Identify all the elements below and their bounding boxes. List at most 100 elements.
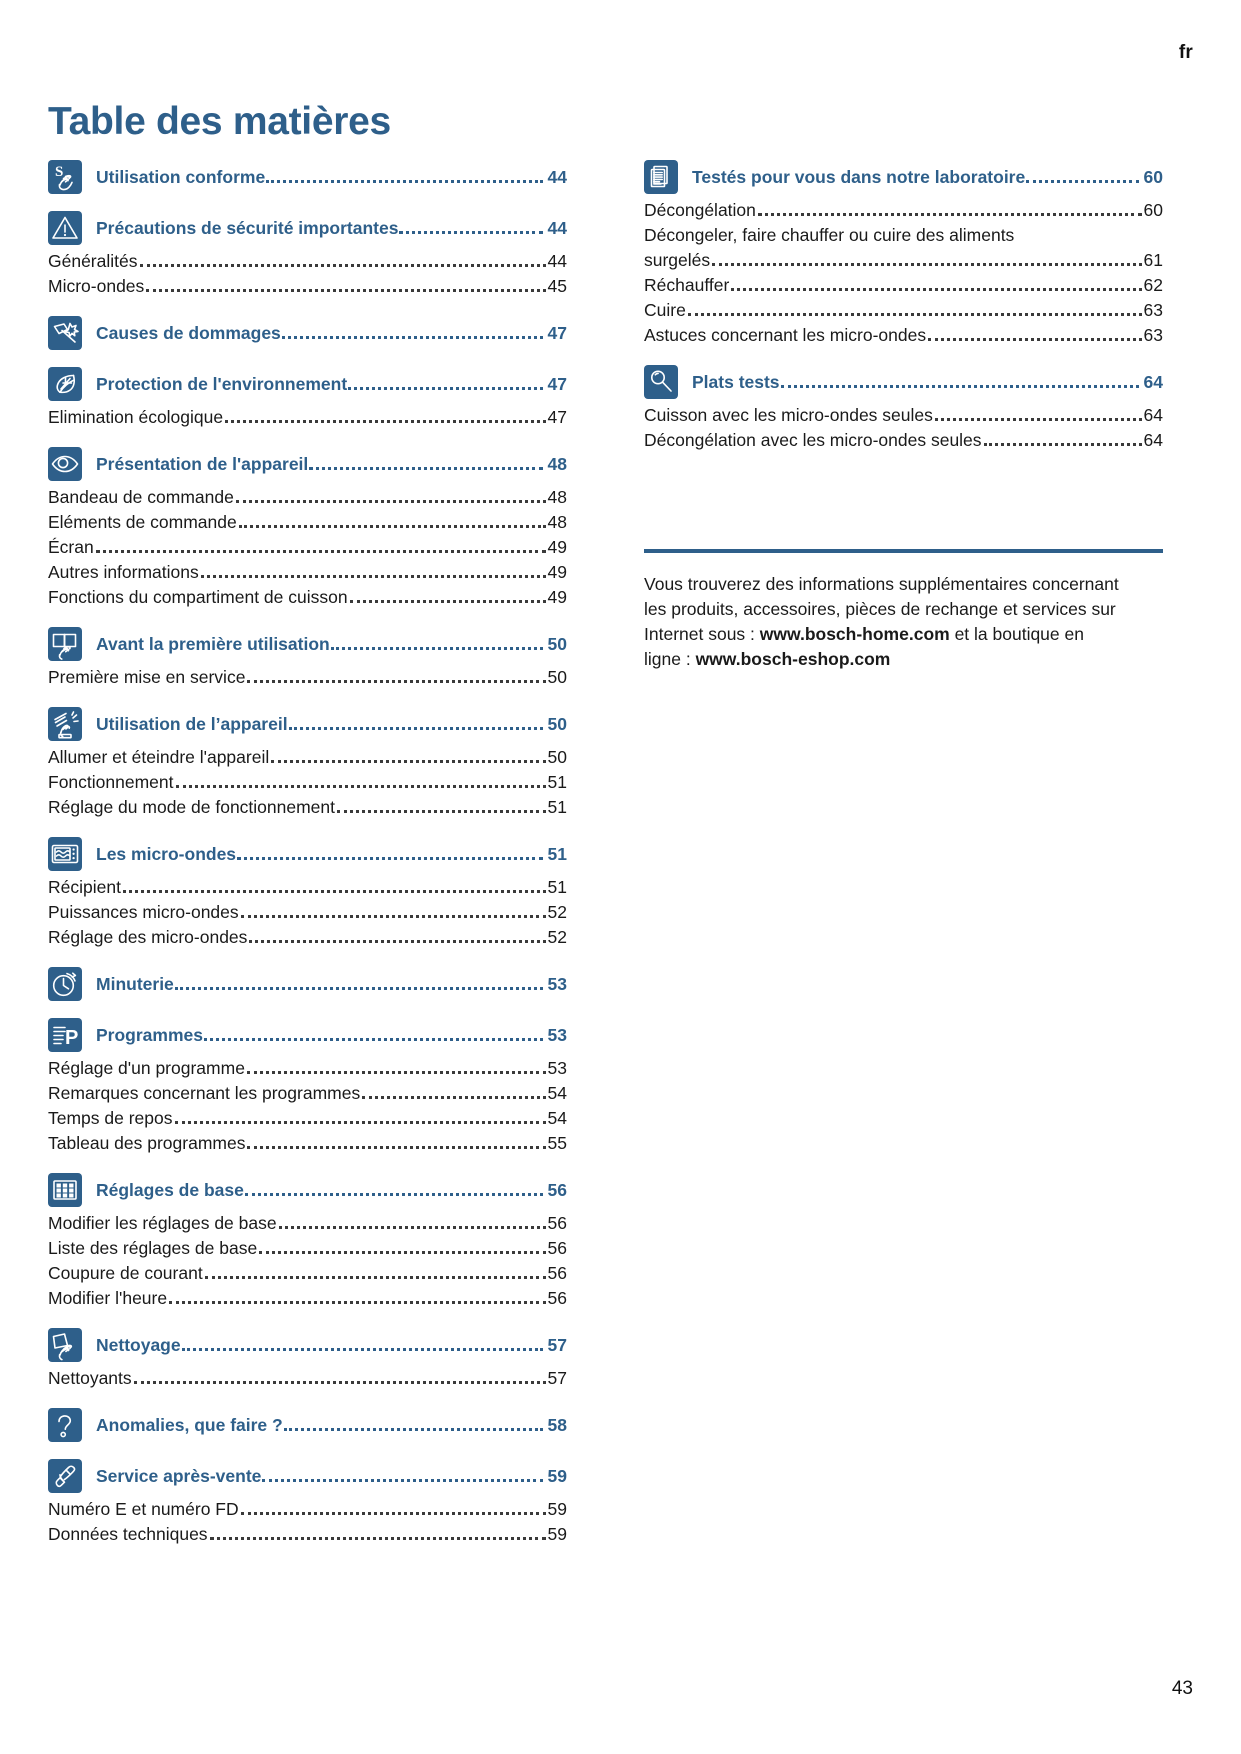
dot-leader xyxy=(238,525,546,528)
toc-chapter[interactable]: Utilisation de l’appareil 50 xyxy=(48,707,567,741)
toc-entry[interactable]: Puissances micro-ondes 52 xyxy=(48,900,567,925)
toc-entry[interactable]: Micro-ondes 45 xyxy=(48,274,567,299)
programs-p-icon: P xyxy=(48,1018,82,1052)
dot-leader xyxy=(348,386,543,390)
toc-entry[interactable]: Liste des réglages de base 56 xyxy=(48,1236,567,1261)
toc-entry-label: Modifier l'heure xyxy=(48,1288,168,1308)
toc-entry[interactable]: Astuces concernant les micro-ondes 63 xyxy=(644,323,1163,348)
toc-entry-page: 63 xyxy=(1143,325,1163,345)
toc-chapter[interactable]: P Programmes 53 xyxy=(48,1018,567,1052)
toc-entry-label: Nettoyants xyxy=(48,1368,132,1388)
toc-entry[interactable]: Fonctions du compartiment de cuisson 49 xyxy=(48,585,567,610)
toc-entry[interactable]: Nettoyants 57 xyxy=(48,1366,567,1391)
toc-entry[interactable]: Numéro E et numéro FD 59 xyxy=(48,1497,567,1522)
toc-entry[interactable]: Écran 49 xyxy=(48,535,567,560)
toc-chapter[interactable]: Réglages de base 56 xyxy=(48,1173,567,1207)
toc-chapter-text: Nettoyage 57 xyxy=(96,1335,567,1356)
toc-chapter[interactable]: Avant la première utilisation 50 xyxy=(48,627,567,661)
dot-leader xyxy=(281,335,543,339)
toc-entry[interactable]: Bandeau de commande 48 xyxy=(48,485,567,510)
toc-entry-label: Liste des réglages de base xyxy=(48,1238,258,1258)
toc-chapter-page: 44 xyxy=(547,217,567,238)
toc-chapter[interactable]: Testés pour vous dans notre laboratoire 6… xyxy=(644,160,1163,194)
toc-chapter[interactable]: Causes de dommages 47 xyxy=(48,316,567,350)
toc-entry[interactable]: Réglage du mode de fonctionnement 51 xyxy=(48,795,567,820)
toc-entry-page: 64 xyxy=(1143,430,1163,450)
bosch-eshop-url[interactable]: www.bosch-eshop.com xyxy=(695,649,891,669)
toc-entry[interactable]: Récipient 51 xyxy=(48,875,567,900)
toc-entry[interactable]: Tableau des programmes 55 xyxy=(48,1131,567,1156)
toc-entry[interactable]: Temps de repos 54 xyxy=(48,1106,567,1131)
toc-entry-page: 64 xyxy=(1143,405,1163,425)
toc-entry[interactable]: Eléments de commande 48 xyxy=(48,510,567,535)
eye-icon xyxy=(48,447,82,481)
dot-leader xyxy=(175,785,546,788)
toc-chapter-label: Les micro-ondes xyxy=(96,843,237,864)
toc-entry-label: Bandeau de commande xyxy=(48,487,234,507)
toc-chapter-page: 50 xyxy=(547,713,567,734)
toc-entry-label: Réchauffer xyxy=(644,275,730,295)
toc-entry[interactable]: Modifier les réglages de base 56 xyxy=(48,1211,567,1236)
toc-chapter[interactable]: Protection de l'environnement 47 xyxy=(48,367,567,401)
toc-entry[interactable]: Modifier l'heure 56 xyxy=(48,1286,567,1311)
dot-leader xyxy=(204,1037,543,1041)
dot-leader xyxy=(200,575,546,578)
toc-entry-page: 50 xyxy=(547,667,567,687)
toc-entry-page: 49 xyxy=(547,587,567,607)
toc-entry-page: 50 xyxy=(547,747,567,767)
toc-entry[interactable]: Allumer et éteindre l'appareil 50 xyxy=(48,745,567,770)
toc-entry-label: Autres informations xyxy=(48,562,199,582)
toc-chapter[interactable]: Les micro-ondes 51 xyxy=(48,837,567,871)
toc-entry-page: 59 xyxy=(547,1524,567,1544)
dot-leader xyxy=(757,213,1142,216)
toc-entry[interactable]: Autres informations 49 xyxy=(48,560,567,585)
toc-entry[interactable]: Fonctionnement 51 xyxy=(48,770,567,795)
toc-chapter[interactable]: Présentation de l'appareil 48 xyxy=(48,447,567,481)
toc-chapter[interactable]: Anomalies, que faire ? 58 xyxy=(48,1408,567,1442)
toc-chapter-page: 56 xyxy=(547,1179,567,1200)
toc-entry[interactable]: Décongélation avec les micro-ondes seule… xyxy=(644,428,1163,453)
bosch-home-url[interactable]: www.bosch-home.com xyxy=(759,624,950,644)
toc-entry-label: Réglage du mode de fonctionnement xyxy=(48,797,336,817)
dot-leader xyxy=(122,890,546,893)
toc-entry[interactable]: Généralités 44 xyxy=(48,249,567,274)
toc-chapter[interactable]: Précautions de sécurité importantes 44 xyxy=(48,211,567,245)
toc-chapter[interactable]: Service après-vente 59 xyxy=(48,1459,567,1493)
toc-entry[interactable]: Elimination écologique 47 xyxy=(48,405,567,430)
dot-leader xyxy=(174,1121,546,1124)
toc-chapter-page: 44 xyxy=(547,166,567,187)
toc-entry-page: 45 xyxy=(547,276,567,296)
toc-entry-page: 54 xyxy=(547,1108,567,1128)
toc-chapter[interactable]: Nettoyage 57 xyxy=(48,1328,567,1362)
toc-entry[interactable]: Réchauffer 62 xyxy=(644,273,1163,298)
toc-chapter-text: Causes de dommages 47 xyxy=(96,323,567,344)
toc-entry[interactable]: Coupure de courant 56 xyxy=(48,1261,567,1286)
toc-column-left: S Utilisation conforme 44 Précautions de … xyxy=(48,160,567,1547)
toc-chapter[interactable]: Plats tests 64 xyxy=(644,365,1163,399)
toc-entry[interactable]: Cuisson avec les micro-ondes seules 64 xyxy=(644,403,1163,428)
toc-chapter-text: Précautions de sécurité importantes 44 xyxy=(96,218,567,239)
toc-chapter[interactable]: Minuterie 53 xyxy=(48,967,567,1001)
warning-triangle-icon xyxy=(48,211,82,245)
info-paragraph: Vous trouverez des informations suppléme… xyxy=(644,572,1122,672)
toc-entry[interactable]: Cuire 63 xyxy=(644,298,1163,323)
toc-entry[interactable]: Remarques concernant les programmes 54 xyxy=(48,1081,567,1106)
toc-entry[interactable]: Première mise en service 50 xyxy=(48,665,567,690)
toc-entry-page: 47 xyxy=(547,407,567,427)
toc-entry-label: Puissances micro-ondes xyxy=(48,902,239,922)
toc-entry[interactable]: Décongélation 60 xyxy=(644,198,1163,223)
dot-leader xyxy=(349,600,546,603)
toc-entry-label: Numéro E et numéro FD xyxy=(48,1499,239,1519)
toc-entry[interactable]: Réglage d'un programme 53 xyxy=(48,1056,567,1081)
dot-leader xyxy=(174,986,543,990)
dot-leader xyxy=(928,338,1142,341)
toc-chapter-page: 50 xyxy=(547,633,567,654)
toc-entry[interactable]: Données techniques 59 xyxy=(48,1522,567,1547)
toc-chapter-text: Plats tests 64 xyxy=(692,372,1163,393)
toc-chapter-text: Présentation de l'appareil 48 xyxy=(96,454,567,475)
toc-entry[interactable]: Décongeler, faire chauffer ou cuire des … xyxy=(644,223,1163,273)
page-title: Table des matières xyxy=(48,100,391,143)
toc-entry[interactable]: Réglage des micro-ondes 52 xyxy=(48,925,567,950)
toc-chapter[interactable]: S Utilisation conforme 44 xyxy=(48,160,567,194)
toc-chapter-page: 57 xyxy=(547,1334,567,1355)
